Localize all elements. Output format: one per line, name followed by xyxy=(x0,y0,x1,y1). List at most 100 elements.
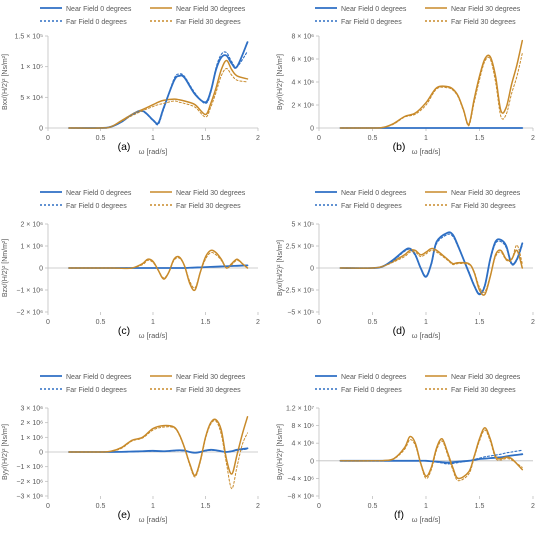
x-tick-label-c: 0.5 xyxy=(96,319,106,326)
x-tick-label-b: 1 xyxy=(424,135,428,142)
series-line-far-field-0-a xyxy=(68,50,249,129)
x-tick-label-d: 2 xyxy=(531,319,535,326)
legend-label-far-field-0: Far Field 0 degrees xyxy=(341,387,402,394)
legend-label-near-field-30: Near Field 30 degrees xyxy=(451,190,521,197)
series-line-near-field-30-f xyxy=(339,427,524,480)
x-tick-label-a: 1.5 xyxy=(201,135,211,142)
x-axis-label-d: ω [rad/s] xyxy=(412,331,441,340)
x-tick-label-e: 2 xyxy=(256,503,260,510)
y-tick-label-d: 5 × 10⁵ xyxy=(291,222,314,229)
y-tick-label-f: 0 xyxy=(310,458,314,465)
series-line-far-field-30-d xyxy=(339,244,523,293)
y-tick-label-a: 5 × 10⁴ xyxy=(20,95,43,102)
panel-label-c: (c) xyxy=(118,325,130,337)
y-tick-label-c: 1 × 10⁶ xyxy=(20,244,43,251)
series-line-far-field-0-e xyxy=(68,448,249,454)
series-line-near-field-30-d xyxy=(339,247,524,296)
x-tick-label-f: 1 xyxy=(424,503,428,510)
series-line-far-field-0-f xyxy=(339,449,523,465)
panel-f: Near Field 0 degrees Near Field 30 degree… xyxy=(277,374,535,524)
legend-label-far-field-30: Far Field 30 degrees xyxy=(451,203,516,210)
y-tick-label-e: 0 xyxy=(39,450,43,457)
y-tick-label-b: 4 × 10⁶ xyxy=(291,80,314,87)
x-tick-label-e: 0.5 xyxy=(96,503,106,510)
y-axis-label-d: Byx/(H/2)² [Ns/m²] xyxy=(277,240,284,296)
y-tick-label-a: 1 × 10⁵ xyxy=(20,64,43,71)
legend-label-far-field-30: Far Field 30 degrees xyxy=(176,387,241,394)
y-tick-label-d: −2.5 × 10⁵ xyxy=(282,288,315,295)
y-tick-label-e: 2 × 10⁶ xyxy=(20,420,43,427)
y-tick-label-e: −3 × 10⁶ xyxy=(16,494,43,501)
x-tick-label-b: 0 xyxy=(317,135,321,142)
y-tick-label-b: 2 × 10⁶ xyxy=(291,103,314,110)
y-tick-label-c: 0 xyxy=(39,266,43,273)
legend-label-near-field-0: Near Field 0 degrees xyxy=(66,6,132,13)
x-axis-label-c: ω [rad/s] xyxy=(139,331,168,340)
series-line-far-field-30-a xyxy=(68,68,248,129)
y-tick-label-f: −4 × 10⁶ xyxy=(287,476,314,483)
series-line-far-field-30-e xyxy=(68,420,248,490)
y-tick-label-b: 6 × 10⁶ xyxy=(291,57,314,64)
y-tick-label-e: −2 × 10⁶ xyxy=(16,479,43,486)
series-line-far-field-30-f xyxy=(339,429,523,482)
x-tick-label-c: 1.5 xyxy=(201,319,211,326)
series-line-near-field-30-e xyxy=(68,416,249,477)
series-line-far-field-0-c xyxy=(68,264,249,269)
x-tick-label-c: 1 xyxy=(151,319,155,326)
x-tick-label-b: 1.5 xyxy=(475,135,485,142)
legend-label-near-field-0: Near Field 0 degrees xyxy=(341,374,407,381)
x-axis-label-b: ω [rad/s] xyxy=(412,147,441,156)
legend-label-far-field-30: Far Field 30 degrees xyxy=(176,19,241,26)
panel-b: Near Field 0 degrees Near Field 30 degree… xyxy=(277,6,535,156)
x-axis-label-a: ω [rad/s] xyxy=(139,147,168,156)
series-line-far-field-30-c xyxy=(68,251,248,289)
legend-label-near-field-30: Near Field 30 degrees xyxy=(176,190,246,197)
x-tick-label-f: 0 xyxy=(317,503,321,510)
x-tick-label-b: 2 xyxy=(531,135,535,142)
x-tick-label-b: 0.5 xyxy=(368,135,378,142)
y-tick-label-f: −8 × 10⁶ xyxy=(287,494,314,501)
panel-e: Near Field 0 degrees Near Field 30 degree… xyxy=(2,374,260,524)
legend-label-near-field-0: Near Field 0 degrees xyxy=(341,190,407,197)
legend-label-far-field-0: Far Field 0 degrees xyxy=(341,19,402,26)
x-tick-label-a: 0 xyxy=(46,135,50,142)
legend-label-near-field-0: Near Field 0 degrees xyxy=(66,190,132,197)
x-tick-label-a: 1 xyxy=(151,135,155,142)
x-axis-label-e: ω [rad/s] xyxy=(139,515,168,524)
y-tick-label-b: 8 × 10⁶ xyxy=(291,34,314,41)
y-axis-label-c: Bzx/(H/2)² [Nm/m²] xyxy=(2,239,9,297)
y-tick-label-b: 0 xyxy=(310,126,314,133)
series-line-near-field-30-b xyxy=(339,39,524,129)
x-axis-label-f: ω [rad/s] xyxy=(412,515,441,524)
legend-label-far-field-0: Far Field 0 degrees xyxy=(66,203,127,210)
y-tick-label-a: 0 xyxy=(39,126,43,133)
legend-label-far-field-0: Far Field 0 degrees xyxy=(66,387,127,394)
x-tick-label-f: 2 xyxy=(531,503,535,510)
x-tick-label-c: 0 xyxy=(46,319,50,326)
legend-label-far-field-30: Far Field 30 degrees xyxy=(451,387,516,394)
x-tick-label-d: 0 xyxy=(317,319,321,326)
y-tick-label-d: 2.5 × 10⁵ xyxy=(286,244,314,251)
legend-label-near-field-0: Near Field 0 degrees xyxy=(341,6,407,13)
x-tick-label-a: 2 xyxy=(256,135,260,142)
y-tick-label-c: −1 × 10⁶ xyxy=(16,288,43,295)
y-axis-label-e: Byy/(H/2)² [Ns/m²] xyxy=(2,424,9,480)
x-tick-label-e: 1.5 xyxy=(201,503,211,510)
y-tick-label-d: −5 × 10⁵ xyxy=(287,310,314,317)
panel-c: Near Field 0 degrees Near Field 30 degree… xyxy=(2,190,260,340)
series-line-near-field-0-d xyxy=(339,231,524,296)
panel-label-a: (a) xyxy=(118,141,131,153)
legend-label-far-field-30: Far Field 30 degrees xyxy=(451,19,516,26)
series-line-far-field-30-b xyxy=(339,52,523,129)
x-tick-label-d: 0.5 xyxy=(368,319,378,326)
legend-label-near-field-30: Near Field 30 degrees xyxy=(451,6,521,13)
y-tick-label-c: 2 × 10⁶ xyxy=(20,222,43,229)
legend-label-near-field-30: Near Field 30 degrees xyxy=(176,374,246,381)
y-tick-label-e: −1 × 10⁶ xyxy=(16,464,43,471)
y-tick-label-c: −2 × 10⁶ xyxy=(16,310,43,317)
panel-a: Near Field 0 degrees Near Field 30 degree… xyxy=(2,6,260,156)
y-tick-label-f: 8 × 10⁶ xyxy=(291,423,314,430)
legend-label-near-field-0: Near Field 0 degrees xyxy=(66,374,132,381)
